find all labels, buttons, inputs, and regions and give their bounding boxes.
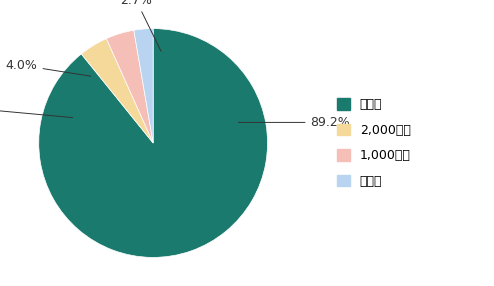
Text: 4.1%: 4.1% [0, 102, 73, 118]
Text: 4.0%: 4.0% [5, 59, 91, 76]
Wedge shape [39, 29, 268, 257]
Wedge shape [82, 39, 153, 143]
Text: 2.7%: 2.7% [120, 0, 161, 51]
Legend: 無制限, 2,000万円, 1,000万円, その他: 無制限, 2,000万円, 1,000万円, その他 [332, 93, 415, 193]
Wedge shape [106, 30, 153, 143]
Wedge shape [134, 29, 153, 143]
Text: 89.2%: 89.2% [238, 116, 350, 129]
